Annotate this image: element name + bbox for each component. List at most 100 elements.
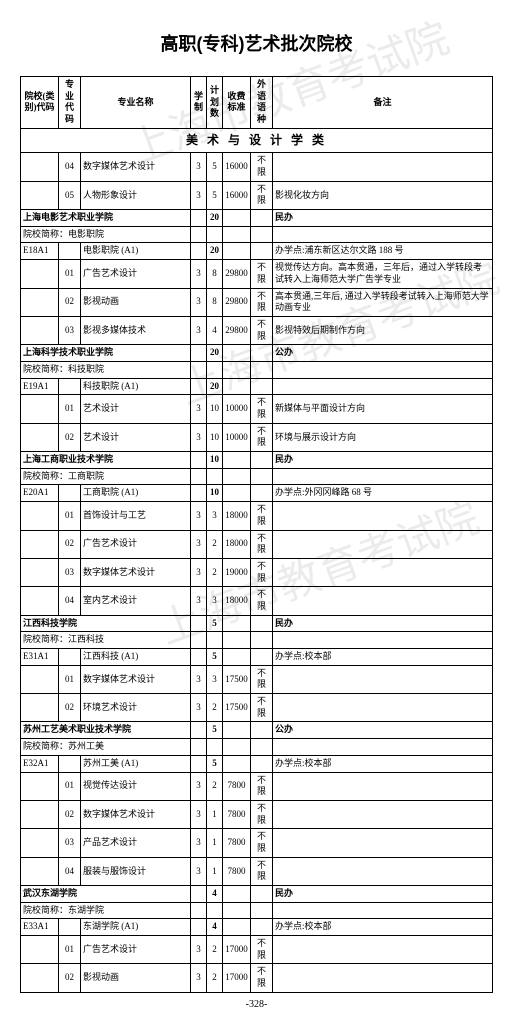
cell-majorcode: 03	[59, 558, 81, 586]
cell-lang	[251, 485, 273, 502]
cell-majorname: 室内艺术设计	[81, 587, 191, 615]
cell-majorname: 广告艺术设计	[81, 260, 191, 288]
table-row: 01首饰设计与工艺3318000不限	[21, 502, 493, 530]
cell-note: 公办	[273, 345, 493, 362]
cell-xz: 3	[191, 260, 207, 288]
cell-plan: 8	[207, 260, 223, 288]
cell-xz	[191, 615, 207, 632]
cell-plan: 2	[207, 558, 223, 586]
table-row: 院校简称：科技职院	[21, 361, 493, 378]
cell-xz: 3	[191, 665, 207, 693]
cell-xz	[191, 632, 207, 649]
cell-note	[273, 694, 493, 722]
cell-lang	[251, 886, 273, 903]
cell-majorname: 艺术设计	[81, 423, 191, 451]
header-row: 院校(类别)代码 专业代码 专业名称 学制 计划数 收费标准 外语语种 备注	[21, 77, 493, 129]
cell-note: 民办	[273, 452, 493, 469]
cell-fee: 29800	[223, 316, 251, 344]
cell-lang: 不限	[251, 181, 273, 209]
table-row: 03数字媒体艺术设计3219000不限	[21, 558, 493, 586]
cell-fee: 10000	[223, 423, 251, 451]
cell-fee	[223, 739, 251, 756]
cell-majorname: 产品艺术设计	[81, 829, 191, 857]
table-row: 05人物形象设计3516000不限影视化妆方向	[21, 181, 493, 209]
cell-schoolcode	[21, 316, 59, 344]
cell-lang	[251, 468, 273, 485]
cell-plan: 4	[207, 886, 223, 903]
table-row: 01数字媒体艺术设计3317500不限	[21, 665, 493, 693]
cell-note	[273, 153, 493, 181]
table-row: 01广告艺术设计3217000不限	[21, 936, 493, 964]
school-name: 苏州工艺美术职业技术学院	[21, 722, 191, 739]
cell-majorname: 数字媒体艺术设计	[81, 800, 191, 828]
cell-note: 环境与展示设计方向	[273, 423, 493, 451]
cell-majorcode: 01	[59, 260, 81, 288]
cell-plan: 5	[207, 649, 223, 666]
cell-schoolcode	[21, 558, 59, 586]
cell-plan: 5	[207, 181, 223, 209]
hdr-fee: 收费标准	[223, 77, 251, 129]
cell-majorcode: 02	[59, 694, 81, 722]
cell-plan: 1	[207, 829, 223, 857]
cell-lang	[251, 226, 273, 243]
cell-lang	[251, 902, 273, 919]
cell-lang: 不限	[251, 395, 273, 423]
cell-schoolcode: E31A1	[21, 649, 59, 666]
cell-schoolcode	[21, 857, 59, 885]
cell-fee: 10000	[223, 395, 251, 423]
cell-plan	[207, 361, 223, 378]
table-row: 院校简称：东湖学院	[21, 902, 493, 919]
cell-xz	[191, 739, 207, 756]
cell-majorcode: 03	[59, 316, 81, 344]
cell-majorname: 艺术设计	[81, 395, 191, 423]
cell-note: 办学点:校本部	[273, 919, 493, 936]
cell-xz: 3	[191, 181, 207, 209]
cell-lang: 不限	[251, 936, 273, 964]
cell-xz: 3	[191, 772, 207, 800]
cell-schoolcode	[21, 395, 59, 423]
cell-note: 影视化妆方向	[273, 181, 493, 209]
cell-lang: 不限	[251, 964, 273, 992]
cell-majorcode: 01	[59, 772, 81, 800]
cell-note: 民办	[273, 615, 493, 632]
school-abbr: 院校简称：江西科技	[21, 632, 191, 649]
cell-majorname: 电影职院 (A1)	[81, 243, 191, 260]
cell-majorcode: 02	[59, 800, 81, 828]
hdr-note: 备注	[273, 77, 493, 129]
cell-fee: 18000	[223, 587, 251, 615]
cell-xz: 3	[191, 800, 207, 828]
hdr-schoolcode: 院校(类别)代码	[21, 77, 59, 129]
cell-plan: 2	[207, 772, 223, 800]
cell-xz: 3	[191, 829, 207, 857]
section-row: 美 术 与 设 计 学 类	[21, 128, 493, 153]
cell-note	[273, 361, 493, 378]
cell-plan: 3	[207, 587, 223, 615]
cell-schoolcode: E20A1	[21, 485, 59, 502]
cell-plan: 2	[207, 530, 223, 558]
school-abbr: 院校简称：东湖学院	[21, 902, 191, 919]
table-row: E19A1科技职院 (A1)20	[21, 378, 493, 395]
cell-lang	[251, 210, 273, 227]
cell-plan: 2	[207, 936, 223, 964]
cell-majorname: 首饰设计与工艺	[81, 502, 191, 530]
school-abbr: 院校简称：科技职院	[21, 361, 191, 378]
cell-majorcode: 01	[59, 665, 81, 693]
cell-fee	[223, 361, 251, 378]
cell-majorname: 视觉传达设计	[81, 772, 191, 800]
cell-note: 办学点:校本部	[273, 755, 493, 772]
cell-majorcode: 02	[59, 530, 81, 558]
cell-fee: 29800	[223, 288, 251, 316]
cell-note	[273, 772, 493, 800]
cell-majorname: 江西科技 (A1)	[81, 649, 191, 666]
cell-note: 影视特效后期制作方向	[273, 316, 493, 344]
cell-note: 高本贯通,三年后, 通过入学转段考试转入上海师范大学动画专业	[273, 288, 493, 316]
cell-xz	[191, 722, 207, 739]
cell-fee	[223, 886, 251, 903]
table-row: 02影视动画3217000不限	[21, 964, 493, 992]
cell-lang: 不限	[251, 530, 273, 558]
cell-plan: 20	[207, 210, 223, 227]
table-row: 02艺术设计31010000不限环境与展示设计方向	[21, 423, 493, 451]
cell-fee: 29800	[223, 260, 251, 288]
cell-lang: 不限	[251, 260, 273, 288]
cell-fee: 16000	[223, 153, 251, 181]
